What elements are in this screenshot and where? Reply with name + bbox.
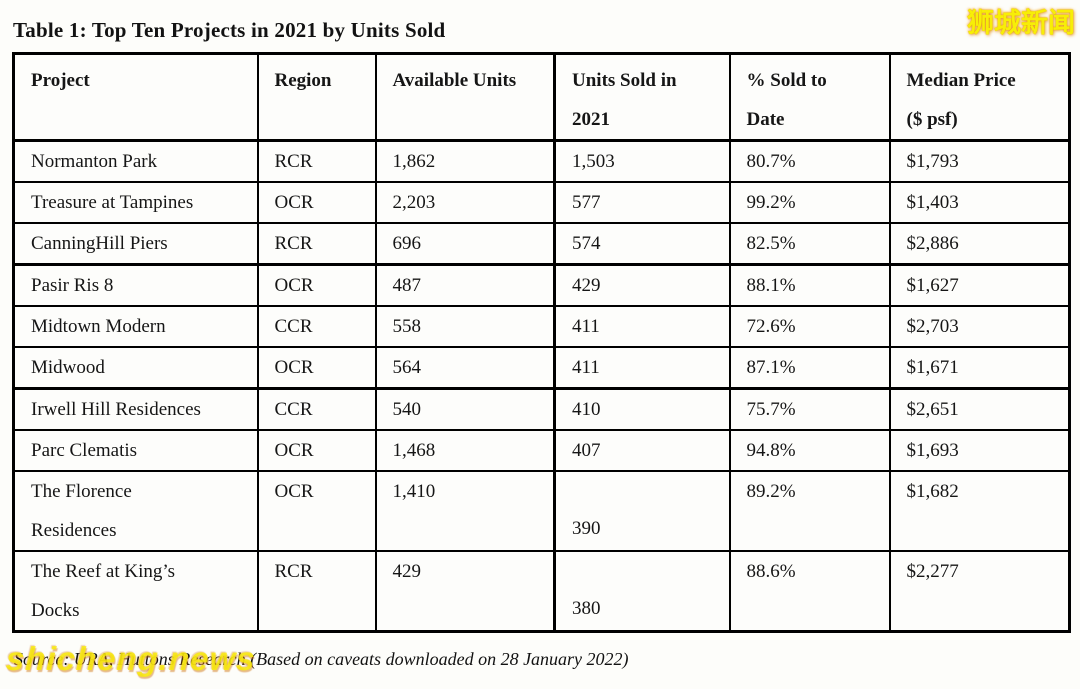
cell-pct-sold: 99.2%: [728, 181, 891, 224]
watermark-sitename-en: shicheng.news: [5, 640, 257, 677]
cell-pct-sold: 89.2%: [728, 470, 891, 552]
cell-region: OCR: [256, 346, 377, 390]
cell-units-sold: 410: [553, 387, 731, 431]
cell-pct-sold: 75.7%: [728, 387, 891, 431]
col-header-pct-sold: % Sold to Date: [728, 52, 891, 142]
cell-median-price: $1,682: [888, 470, 1071, 552]
table-row: Treasure at Tampines OCR 2,203 577 99.2%…: [12, 181, 1071, 224]
cell-available-units: 2,203: [374, 181, 556, 224]
cell-units-sold: 429: [553, 263, 731, 307]
cell-pct-sold: 82.5%: [728, 222, 891, 266]
cell-available-units: 487: [374, 263, 556, 307]
cell-project: CanningHill Piers: [12, 222, 259, 266]
projects-table: Project Region Available Units Units Sol…: [12, 52, 1071, 633]
cell-pct-sold: 87.1%: [728, 346, 891, 390]
cell-region: OCR: [256, 429, 377, 472]
cell-units-sold: 574: [553, 222, 731, 266]
table-row: The Reef at King’s Docks RCR 429 380 88.…: [12, 550, 1071, 633]
cell-pct-sold: 72.6%: [728, 305, 891, 348]
cell-project: The Reef at King’s Docks: [12, 550, 259, 633]
cell-project: Pasir Ris 8: [12, 263, 259, 307]
col-header-region: Region: [256, 52, 377, 142]
table-row: CanningHill Piers RCR 696 574 82.5% $2,8…: [12, 222, 1071, 266]
cell-project: The Florence Residences: [12, 470, 259, 552]
cell-region: OCR: [256, 470, 377, 552]
cell-project: Treasure at Tampines: [12, 181, 259, 224]
cell-median-price: $1,671: [888, 346, 1071, 390]
cell-units-sold: 577: [553, 181, 731, 224]
cell-units-sold: 390: [553, 470, 731, 552]
table-row: Midwood OCR 564 411 87.1% $1,671: [12, 346, 1071, 390]
cell-region: CCR: [256, 305, 377, 348]
cell-available-units: 1,862: [374, 139, 556, 183]
cell-project: Normanton Park: [12, 139, 259, 183]
table-row: Pasir Ris 8 OCR 487 429 88.1% $1,627: [12, 263, 1071, 307]
cell-median-price: $1,793: [888, 139, 1071, 183]
cell-pct-sold: 88.6%: [728, 550, 891, 633]
cell-project: Irwell Hill Residences: [12, 387, 259, 431]
cell-project: Midtown Modern: [12, 305, 259, 348]
table-row: Midtown Modern CCR 558 411 72.6% $2,703: [12, 305, 1071, 348]
source-note: Source: URA, Huttons Research (Based on …: [14, 649, 629, 669]
table-body: Normanton Park RCR 1,862 1,503 80.7% $1,…: [12, 139, 1071, 633]
cell-units-sold: 411: [553, 305, 731, 348]
cell-region: OCR: [256, 263, 377, 307]
table-row: The Florence Residences OCR 1,410 390 89…: [12, 470, 1071, 552]
cell-region: RCR: [256, 222, 377, 266]
cell-pct-sold: 94.8%: [728, 429, 891, 472]
cell-available-units: 1,410: [374, 470, 556, 552]
cell-median-price: $1,693: [888, 429, 1071, 472]
table-row: Normanton Park RCR 1,862 1,503 80.7% $1,…: [12, 139, 1071, 183]
cell-available-units: 540: [374, 387, 556, 431]
cell-region: RCR: [256, 550, 377, 633]
cell-region: OCR: [256, 181, 377, 224]
cell-units-sold: 407: [553, 429, 731, 472]
cell-median-price: $2,651: [888, 387, 1071, 431]
cell-project: Parc Clematis: [12, 429, 259, 472]
cell-region: RCR: [256, 139, 377, 183]
cell-units-sold: 411: [553, 346, 731, 390]
cell-available-units: 1,468: [374, 429, 556, 472]
col-header-available: Available Units: [374, 52, 556, 142]
cell-median-price: $2,886: [888, 222, 1071, 266]
col-header-units-sold: Units Sold in 2021: [553, 52, 731, 142]
header-row: Project Region Available Units Units Sol…: [12, 52, 1071, 142]
cell-units-sold: 380: [553, 550, 731, 633]
col-header-median-price: Median Price ($ psf): [888, 52, 1071, 142]
col-header-project: Project: [12, 52, 259, 142]
table-row: Parc Clematis OCR 1,468 407 94.8% $1,693: [12, 429, 1071, 472]
cell-project: Midwood: [12, 346, 259, 390]
table-row: Irwell Hill Residences CCR 540 410 75.7%…: [12, 387, 1071, 431]
cell-pct-sold: 88.1%: [728, 263, 891, 307]
cell-median-price: $1,403: [888, 181, 1071, 224]
cell-median-price: $1,627: [888, 263, 1071, 307]
cell-available-units: 564: [374, 346, 556, 390]
cell-available-units: 696: [374, 222, 556, 266]
cell-units-sold: 1,503: [553, 139, 731, 183]
cell-median-price: $2,703: [888, 305, 1071, 348]
cell-pct-sold: 80.7%: [728, 139, 891, 183]
cell-available-units: 558: [374, 305, 556, 348]
cell-region: CCR: [256, 387, 377, 431]
cell-median-price: $2,277: [888, 550, 1071, 633]
watermark-sitename-cn: 狮城新闻: [967, 8, 1075, 39]
cell-available-units: 429: [374, 550, 556, 633]
table-title: Table 1: Top Ten Projects in 2021 by Uni…: [13, 18, 446, 42]
